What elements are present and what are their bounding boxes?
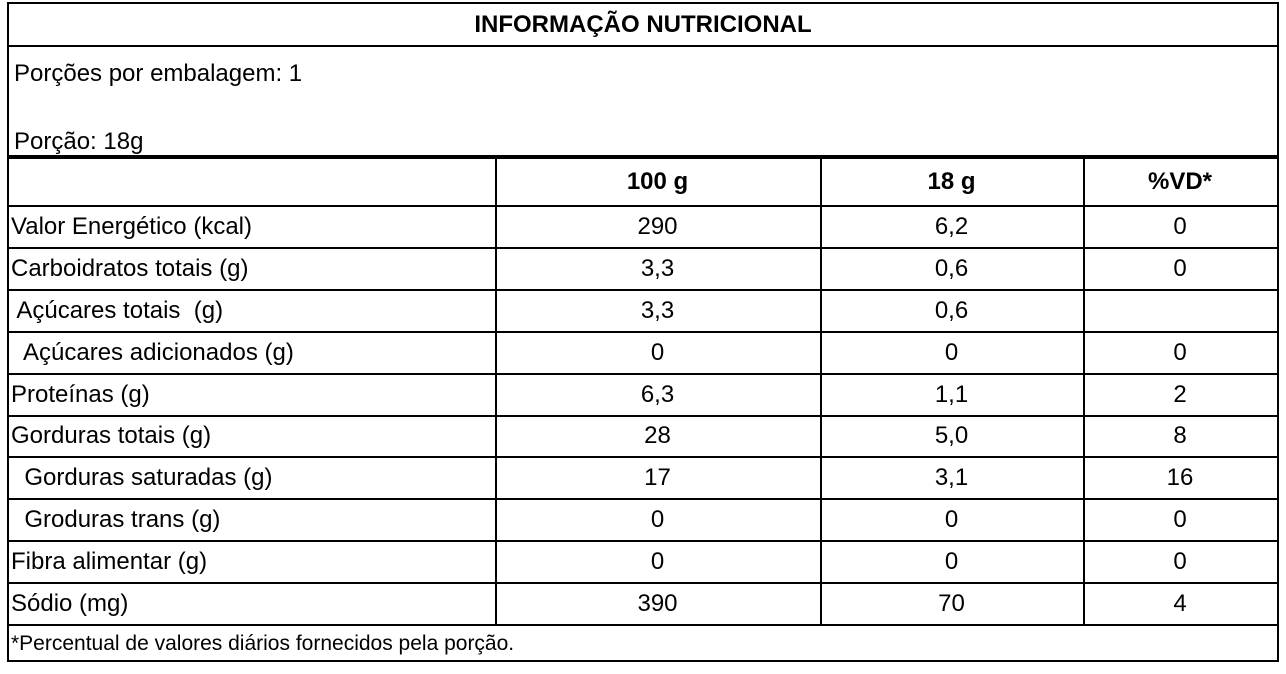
nutrient-value: 3,3: [640, 296, 675, 324]
nutrient-value: 70: [938, 590, 965, 618]
nutrient-value: 3,1: [934, 464, 969, 492]
nutrient-value: 2: [1173, 380, 1187, 408]
nutrient-value: 28: [644, 422, 671, 450]
nutrient-value: 0: [1173, 506, 1187, 534]
nutrient-value: 6,3: [640, 380, 675, 408]
thick-divider: [9, 155, 1277, 159]
nutrient-label: Proteínas (g): [11, 380, 150, 408]
nutrient-value: 5,0: [934, 422, 969, 450]
nutrient-label: Groduras trans (g): [11, 506, 221, 534]
column-header: %VD*: [1147, 168, 1213, 195]
nutrient-value: 290: [637, 212, 678, 240]
divider: [9, 582, 1277, 585]
nutrient-value: 4: [1173, 590, 1187, 618]
nutrient-value: 0: [650, 548, 665, 576]
nutrient-value: 390: [637, 590, 678, 618]
table-title: INFORMAÇÃO NUTRICIONAL: [474, 10, 812, 38]
nutrient-value: 0: [650, 506, 665, 534]
serving-size: Porção: 18g: [14, 128, 144, 155]
servings-per-package: Porções por embalagem: 1: [14, 60, 303, 87]
nutrient-label: Valor Energético (kcal): [11, 212, 252, 240]
nutrient-value: 0: [944, 338, 959, 366]
nutrient-value: 0: [1173, 212, 1187, 240]
divider: [9, 45, 1277, 47]
nutrient-value: 0,6: [934, 254, 969, 282]
divider: [9, 624, 1277, 626]
nutrient-label: Fibra alimentar (g): [11, 548, 208, 576]
nutrient-value: 0: [1173, 338, 1187, 366]
nutrient-value: 8: [1173, 422, 1187, 450]
nutrient-value: 0: [944, 506, 959, 534]
column-header: 18 g: [927, 168, 976, 195]
divider: [9, 330, 1277, 333]
nutrient-value: 3,3: [640, 254, 675, 282]
column-header: 100 g: [626, 168, 689, 195]
divider: [9, 205, 1277, 207]
footnote: *Percentual de valores diários fornecido…: [11, 631, 515, 655]
divider: [9, 456, 1277, 459]
divider: [9, 498, 1277, 501]
nutrient-value: 0: [944, 548, 959, 576]
nutrient-value: 16: [1166, 464, 1194, 492]
nutrient-value: 0: [650, 338, 665, 366]
divider: [9, 372, 1277, 375]
nutrient-value: 0: [1173, 254, 1187, 282]
nutrient-label: Gorduras saturadas (g): [11, 464, 273, 492]
nutrient-value: 1,1: [934, 380, 969, 408]
column-divider: [495, 159, 497, 624]
divider: [9, 246, 1277, 249]
nutrient-label: Gorduras totais (g): [11, 422, 212, 450]
column-divider: [820, 159, 822, 624]
nutrient-value: 6,2: [934, 212, 969, 240]
nutrient-value: 0,6: [934, 296, 969, 324]
nutrient-label: Sódio (mg): [11, 590, 129, 618]
divider: [9, 288, 1277, 291]
nutrient-value: 17: [644, 464, 671, 492]
nutrient-label: Carboidratos totais (g): [11, 254, 249, 282]
nutrition-table: INFORMAÇÃO NUTRICIONAL Porções por embala…: [7, 2, 1279, 662]
divider: [9, 414, 1277, 417]
nutrient-label: Açúcares adicionados (g): [11, 338, 294, 366]
nutrient-label: Açúcares totais (g): [11, 296, 224, 324]
divider: [9, 540, 1277, 543]
column-divider: [1083, 159, 1085, 624]
nutrient-value: 0: [1173, 548, 1187, 576]
